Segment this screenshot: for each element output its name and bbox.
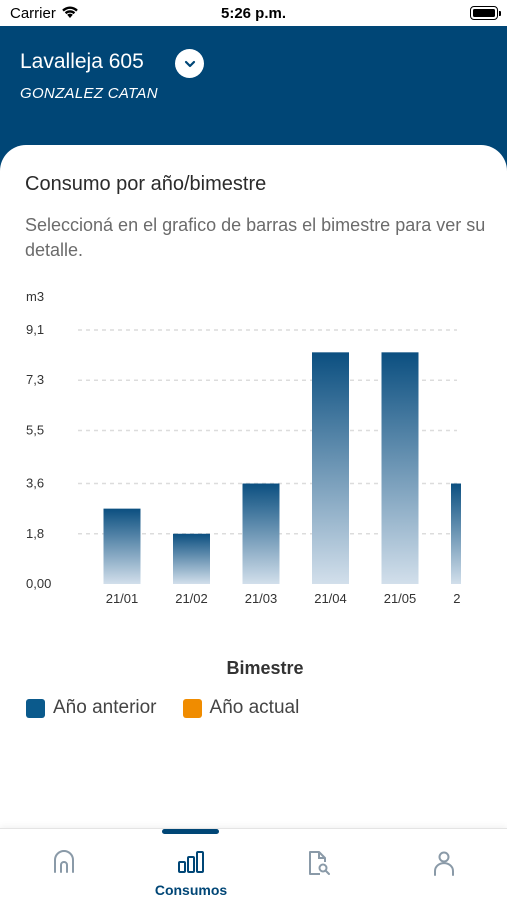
x-tick-label: 21/03 <box>245 591 278 606</box>
y-tick-label: 5,5 <box>26 422 44 437</box>
legend-swatch-previous-year <box>26 698 45 718</box>
user-icon <box>431 849 457 882</box>
x-tick-label: 21/02 <box>175 591 208 606</box>
x-tick-label: 21/06 <box>453 591 486 606</box>
card-title: Consumo por año/bimestre <box>25 173 267 195</box>
card-description: Seleccioná en el grafico de barras el bi… <box>25 215 486 260</box>
battery-icon <box>470 6 501 20</box>
y-tick-label: 7,3 <box>26 372 44 387</box>
x-tick-label: 21/01 <box>106 591 139 606</box>
address-dropdown-button[interactable] <box>175 49 204 78</box>
nav-item-home[interactable] <box>4 829 124 900</box>
bar-21/05[interactable] <box>381 352 419 584</box>
nav-item-perfil[interactable] <box>384 829 504 900</box>
legend-swatch-current-year <box>182 698 202 718</box>
document-search-icon <box>305 849 331 882</box>
consumption-chart: m3 0,00 1,8 3,6 5,5 7,3 9,1 21/01 21/02 21/03 21… <box>0 285 507 615</box>
y-tick-label: 9,1 <box>26 322 44 337</box>
bottom-navigation: Consumos <box>0 828 507 900</box>
locality-label: GONZALEZ CATAN <box>20 85 158 102</box>
legend-label-previous-year: Año anterior <box>53 697 157 718</box>
chart-legend: Año anterior Año actual <box>26 697 325 719</box>
chevron-down-icon <box>184 60 195 67</box>
bar-21/01[interactable] <box>103 508 141 584</box>
y-tick-label: 3,6 <box>26 476 44 491</box>
wifi-icon <box>61 5 79 24</box>
bar-21/02[interactable] <box>173 533 210 584</box>
y-axis-unit: m3 <box>26 289 45 304</box>
carrier-label: Carrier <box>10 5 56 22</box>
legend-item-current-year: Año actual <box>182 697 300 719</box>
bar-21/06[interactable] <box>451 483 488 584</box>
status-bar: Carrier 5:26 p.m. <box>0 0 507 26</box>
nav-active-indicator <box>162 829 219 834</box>
nav-item-facturas[interactable] <box>258 829 378 900</box>
bar-21/03[interactable] <box>242 483 280 584</box>
nav-item-consumos[interactable]: Consumos <box>131 829 251 900</box>
x-axis-title: Bimestre <box>226 658 304 678</box>
address-title: Lavalleja 605 <box>20 50 144 73</box>
bar-chart-svg: 0,00 1,8 3,6 5,5 7,3 9,1 21/01 21/02 21/03 21/04… <box>26 322 488 606</box>
bar-21/04[interactable] <box>312 352 349 584</box>
y-tick-label: 0,00 <box>26 576 51 591</box>
x-tick-label: 21/04 <box>314 591 347 606</box>
legend-item-previous-year: Año anterior <box>26 697 157 719</box>
home-icon <box>51 849 77 880</box>
x-tick-label: 21/05 <box>384 591 417 606</box>
nav-label-consumos: Consumos <box>154 882 228 898</box>
y-tick-label: 1,8 <box>26 526 44 541</box>
legend-label-current-year: Año actual <box>209 697 300 718</box>
status-time: 5:26 p.m. <box>220 5 287 22</box>
bar-chart-icon <box>176 849 206 880</box>
